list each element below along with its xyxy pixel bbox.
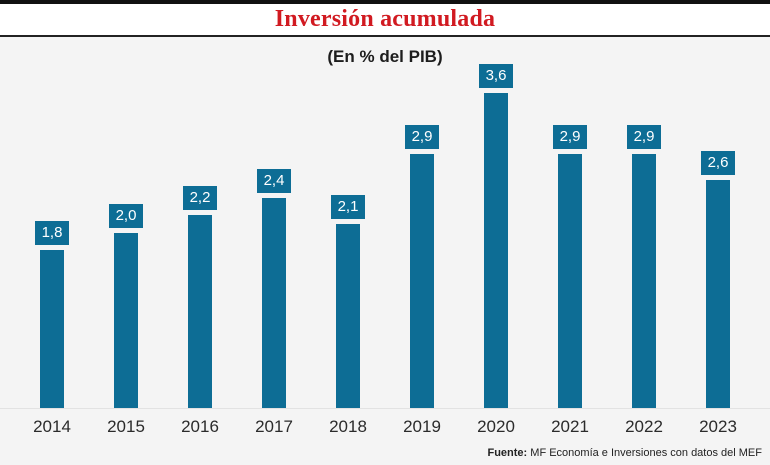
bar-column: 2,4	[237, 37, 311, 408]
bar	[706, 180, 730, 408]
x-axis-label: 2020	[477, 417, 515, 436]
bar-column: 2,1	[311, 37, 385, 408]
bar-column: 2,0	[89, 37, 163, 408]
x-axis-label: 2017	[255, 417, 293, 436]
x-axis-label: 2019	[403, 417, 441, 436]
source-note: Fuente: MF Economía e Inversiones con da…	[487, 447, 762, 459]
bar	[40, 250, 64, 408]
bar-value-label: 2,0	[108, 204, 144, 228]
source-label: Fuente:	[487, 447, 528, 459]
source-text: MF Economía e Inversiones con datos del …	[527, 447, 762, 459]
chart-subtitle: (En % del PIB)	[327, 47, 443, 66]
x-axis-labels: 2014 2015 2016 2017 2018 2019 2020 2021 2022 2023	[15, 417, 755, 437]
bar	[114, 233, 138, 408]
bar	[632, 154, 656, 408]
bar	[336, 224, 360, 408]
bar	[188, 215, 212, 408]
bar-value-label: 2,6	[700, 151, 736, 175]
page-title: Inversión acumulada	[274, 6, 496, 32]
bar-value-label: 1,8	[34, 221, 70, 245]
header-divider	[0, 35, 770, 37]
bars-container: 1,8 2,0 2,2 2,4 2,1 2,9 3,6 2,9 2,9 2,6	[15, 37, 755, 408]
bar-column: 2,2	[163, 37, 237, 408]
bar-column: 2,9	[533, 37, 607, 408]
bar	[558, 154, 582, 408]
top-border-bar	[0, 0, 770, 4]
x-axis-label: 2021	[551, 417, 589, 436]
bar	[410, 154, 434, 408]
bar-column: 2,9	[607, 37, 681, 408]
bar-column: 2,6	[681, 37, 755, 408]
bar-value-label: 2,1	[330, 195, 366, 219]
bar-value-label: 2,9	[552, 125, 588, 149]
x-axis-label: 2022	[625, 417, 663, 436]
bar-value-label: 2,4	[256, 169, 292, 193]
bar-value-label: 2,9	[626, 125, 662, 149]
bar	[484, 93, 508, 408]
chart-header: Inversión acumulada	[0, 4, 770, 35]
bar-chart: (En % del PIB) 1,8 2,0 2,2 2,4 2,1 2,9 3,6 2,9 2…	[0, 37, 770, 465]
bar-column: 1,8	[15, 37, 89, 408]
bar-value-label: 2,9	[404, 125, 440, 149]
bar-value-label: 3,6	[478, 64, 514, 88]
bar-column: 3,6	[459, 37, 533, 408]
bar	[262, 198, 286, 408]
x-axis-line	[0, 408, 770, 409]
x-axis-label: 2018	[329, 417, 367, 436]
x-axis-label: 2023	[699, 417, 737, 436]
bar-column: 2,9	[385, 37, 459, 408]
bar-value-label: 2,2	[182, 186, 218, 210]
x-axis-label: 2016	[181, 417, 219, 436]
x-axis-label: 2015	[107, 417, 145, 436]
x-axis-label: 2014	[33, 417, 71, 436]
